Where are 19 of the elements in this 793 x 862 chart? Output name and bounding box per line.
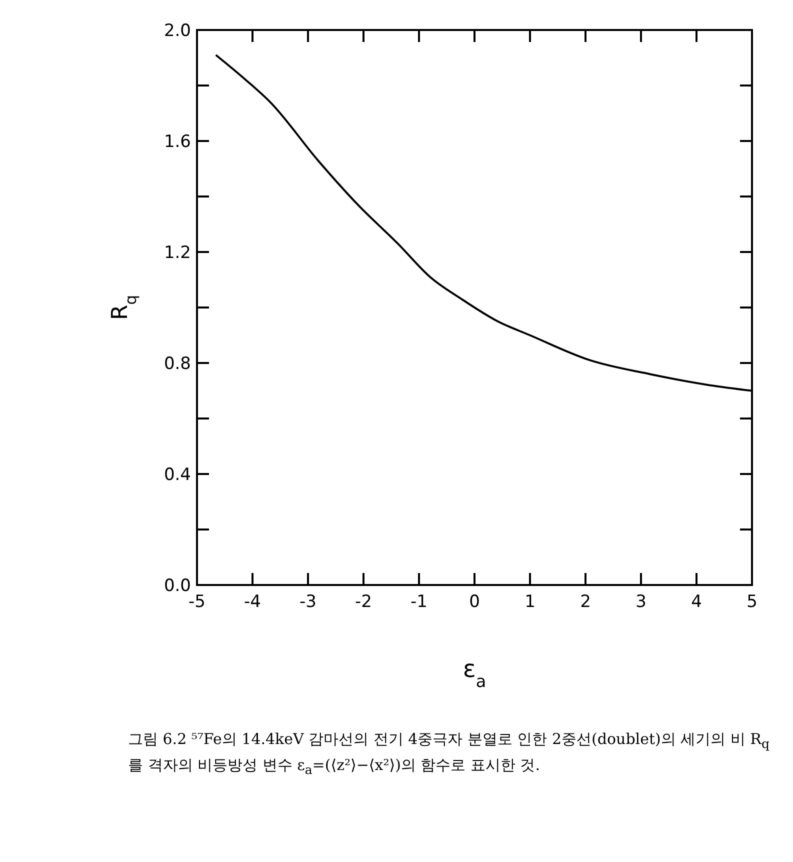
x-tick-label: -5 [188,592,206,612]
y-tick-label: 0.8 [164,354,191,374]
x-tick-label: -2 [355,592,372,612]
x-tick-label: -4 [244,592,261,612]
x-tick-label: -3 [300,592,316,612]
x-tick-label: 4 [691,592,702,612]
y-tick-label: 0.4 [164,464,191,485]
x-tick-label: 2 [580,592,591,612]
x-tick-label: 5 [746,592,758,612]
x-tick-label: 1 [524,592,536,612]
x-axis-title: ε$_{a}$ [462,655,486,691]
y-tick-label: 1.6 [164,132,191,152]
y-tick-label: 2.0 [164,20,191,41]
x-tick-label: 0 [469,592,480,612]
x-tick-label: -1 [410,592,428,612]
y-tick-label: 1.2 [164,242,191,263]
text: 그림 6.2 ⁵⁷Fe의 14.4keV 감마선의 전기 4중극자 분열로 인한 2중선(doublet)의 세기의 비 R$_{q}$를 격자의 비등방성 변수 ε$_{a}$=(⟨z²⟩−⟨x²⟩)의 함수로 표시한 것. [128,730,770,777]
x-tick-label: 3 [636,592,646,612]
y-tick-label: 0.0 [164,576,191,596]
